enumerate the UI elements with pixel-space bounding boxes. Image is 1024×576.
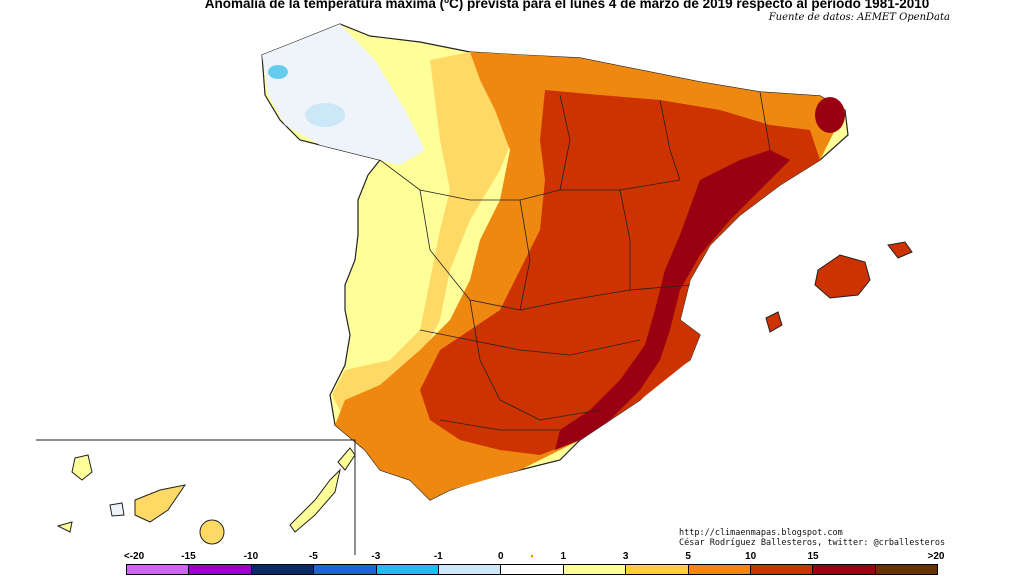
cool-patch <box>268 65 288 79</box>
canary-island-tenerife <box>134 484 187 523</box>
color-legend-bar <box>126 564 938 575</box>
legend-tick-label: 15 <box>807 551 819 562</box>
legend-swatch <box>438 565 502 574</box>
credit-url: http://climaenmapas.blogspot.com <box>679 528 843 538</box>
legend-tick-label: -5 <box>308 551 318 562</box>
legend-tick-label: -1 <box>433 551 443 562</box>
credit-author: César Rodríguez Ballesteros, twitter: @c… <box>679 538 946 548</box>
legend-swatch <box>376 565 439 574</box>
legend-tick-label: 0 <box>497 551 504 562</box>
legend-swatch <box>875 565 938 574</box>
legend-swatch <box>314 565 377 574</box>
legend-swatch <box>563 565 627 574</box>
legend-zero-marker: • <box>530 551 534 561</box>
canary-island-la-palma <box>71 454 93 481</box>
dark-red-coastal-strip <box>555 150 790 450</box>
cool-patch-light <box>305 103 345 127</box>
legend-tick-label: 10 <box>745 551 757 562</box>
legend-swatch <box>127 565 190 574</box>
menorca-island <box>887 241 913 259</box>
legend-tick-label: 5 <box>685 551 691 562</box>
canary-island-fuerteventura <box>289 468 341 533</box>
legend-swatch <box>688 565 751 574</box>
temperature-anomaly-map <box>36 23 913 555</box>
legend-swatch <box>813 565 876 574</box>
canary-island-gomera <box>109 502 125 517</box>
legend-swatch <box>626 565 689 574</box>
legend-labels: <-20 -15 -10 -5 -3 -1 0 1 3 5 10 15 >20 • <box>0 551 1024 563</box>
galicia-cool-area <box>262 24 425 165</box>
region-borders <box>379 91 771 431</box>
legend-swatch <box>251 565 315 574</box>
map-title: Anomalía de la temperatura máxima (ºC) p… <box>204 0 930 11</box>
legend-tick-label: 3 <box>622 551 629 562</box>
canary-island-lanzarote <box>337 447 356 471</box>
legend-swatch <box>750 565 814 574</box>
orange-belt <box>332 52 520 430</box>
legend-tick-label: -3 <box>371 551 381 562</box>
legend-tick-label: >20 <box>927 551 945 562</box>
data-source: Fuente de datos: AEMET OpenData <box>768 12 950 23</box>
legend-swatch <box>189 565 252 574</box>
legend-tick-label: -10 <box>243 551 259 562</box>
mallorca-island <box>814 254 871 299</box>
canary-island-hierro <box>56 521 73 533</box>
legend-swatch <box>501 565 564 574</box>
legend-tick-label: 1 <box>560 551 566 562</box>
canary-island-gran-canaria <box>199 519 225 545</box>
legend-tick-label: -15 <box>181 551 196 562</box>
canary-inset-frame <box>36 439 356 555</box>
ibiza-island <box>765 311 783 333</box>
dark-red-catalonia <box>815 97 845 133</box>
legend-tick-label: <-20 <box>123 551 145 562</box>
